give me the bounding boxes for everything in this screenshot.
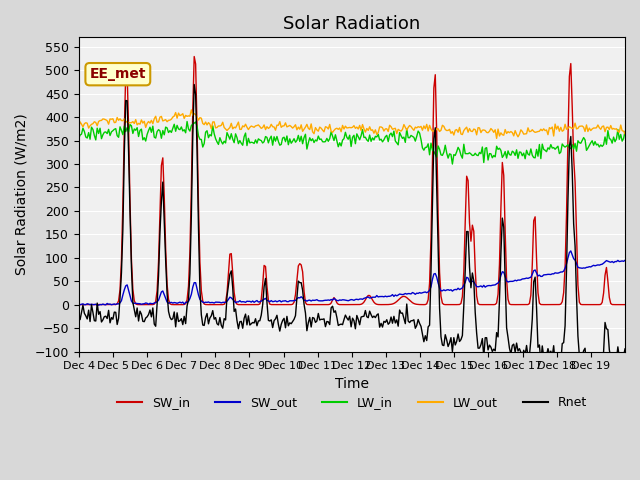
LW_in — [111, 126, 118, 132]
SW_out — [547, 272, 555, 277]
LW_out — [188, 107, 195, 113]
Y-axis label: Solar Radiation (W/m2): Solar Radiation (W/m2) — [15, 114, 29, 276]
LW_out — [548, 124, 556, 130]
SW_in — [618, 302, 626, 308]
SW_out — [357, 296, 365, 302]
Rnet — [190, 82, 198, 87]
SW_out — [75, 301, 83, 307]
Line: Rnet: Rnet — [79, 84, 625, 367]
LW_in — [621, 129, 629, 134]
LW_out — [75, 125, 83, 131]
SW_in — [75, 302, 83, 308]
LW_out — [93, 123, 101, 129]
Rnet — [357, 314, 365, 320]
LW_in — [467, 151, 475, 157]
Rnet — [620, 353, 627, 359]
SW_out — [620, 258, 627, 264]
LW_in — [75, 136, 83, 142]
Rnet — [621, 346, 629, 352]
SW_in — [547, 302, 555, 308]
LW_out — [621, 131, 629, 137]
LW_in — [548, 145, 556, 151]
Line: SW_out: SW_out — [79, 251, 625, 305]
LW_out — [493, 135, 500, 141]
SW_in — [190, 54, 198, 60]
Line: LW_out: LW_out — [79, 110, 625, 138]
Rnet — [75, 313, 83, 319]
X-axis label: Time: Time — [335, 377, 369, 391]
SW_in — [111, 302, 118, 308]
LW_in — [93, 125, 101, 131]
LW_in — [620, 136, 627, 142]
Line: LW_in: LW_in — [79, 121, 625, 164]
LW_out — [111, 120, 118, 125]
Text: EE_met: EE_met — [90, 67, 146, 81]
LW_in — [357, 133, 365, 139]
Rnet — [93, 300, 101, 306]
Line: SW_in: SW_in — [79, 57, 625, 305]
SW_out — [93, 302, 101, 308]
Rnet — [582, 364, 590, 370]
LW_out — [466, 126, 474, 132]
LW_in — [183, 119, 191, 124]
LW_out — [620, 128, 627, 134]
SW_out — [621, 257, 629, 263]
LW_in — [449, 161, 456, 167]
SW_in — [621, 302, 629, 308]
SW_in — [93, 302, 101, 308]
Rnet — [111, 309, 118, 315]
LW_out — [357, 128, 365, 133]
Rnet — [547, 348, 555, 354]
SW_in — [357, 301, 365, 307]
SW_out — [112, 301, 120, 307]
Title: Solar Radiation: Solar Radiation — [284, 15, 420, 33]
Rnet — [466, 264, 474, 270]
SW_out — [466, 279, 474, 285]
SW_out — [567, 248, 575, 254]
SW_in — [466, 220, 474, 226]
SW_out — [95, 302, 102, 308]
Legend: SW_in, SW_out, LW_in, LW_out, Rnet: SW_in, SW_out, LW_in, LW_out, Rnet — [112, 391, 592, 414]
